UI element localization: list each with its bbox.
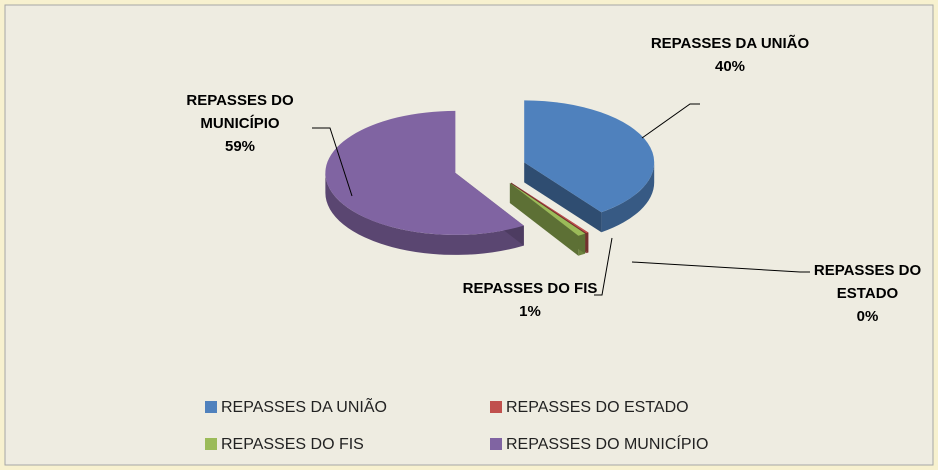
data-label: REPASSES DA UNIÃO 40% (650, 32, 810, 78)
slice (524, 100, 655, 213)
label-value: 0% (856, 308, 879, 325)
label-category: REPASSES DA UNIÃO (650, 35, 810, 52)
slice (511, 182, 589, 234)
leader-line (641, 103, 700, 139)
legend-label: REPASSES DO ESTADO (506, 399, 689, 416)
data-label: REPASSES DO ESTADO 0% (790, 259, 938, 328)
legend: REPASSES DA UNIÃO REPASSES DO ESTADO REPAS… (205, 396, 708, 453)
legend-swatch (490, 401, 502, 413)
leader-lines (312, 103, 810, 296)
legend-label: REPASSES DO FIS (221, 436, 364, 453)
legend-swatch (205, 401, 217, 413)
label-category: REPASSES DO MUNICÍPIO (186, 92, 294, 132)
label-category: REPASSES DO ESTADO (813, 262, 922, 302)
leader-line (631, 261, 810, 273)
slice-edge (509, 182, 579, 256)
legend-label: REPASSES DO MUNICÍPIO (506, 434, 708, 453)
data-label: REPASSES DO FIS 1% (455, 277, 605, 323)
slice-side (601, 162, 655, 233)
legend-swatch (205, 438, 217, 450)
legend-swatch (490, 438, 502, 450)
slice-edge (524, 162, 602, 233)
slice-side (325, 172, 524, 255)
leader-line (312, 127, 353, 197)
slice (509, 182, 586, 236)
label-value: 59% (224, 138, 256, 155)
label-category: REPASSES DO FIS (462, 280, 598, 297)
pie (325, 100, 655, 256)
slice (325, 110, 524, 235)
label-value: 1% (519, 303, 541, 320)
data-label: REPASSES DO MUNICÍPIO 59% (155, 89, 325, 158)
leader-line (594, 237, 613, 296)
legend-label: REPASSES DA UNIÃO (221, 396, 387, 416)
label-value: 40% (714, 58, 746, 75)
